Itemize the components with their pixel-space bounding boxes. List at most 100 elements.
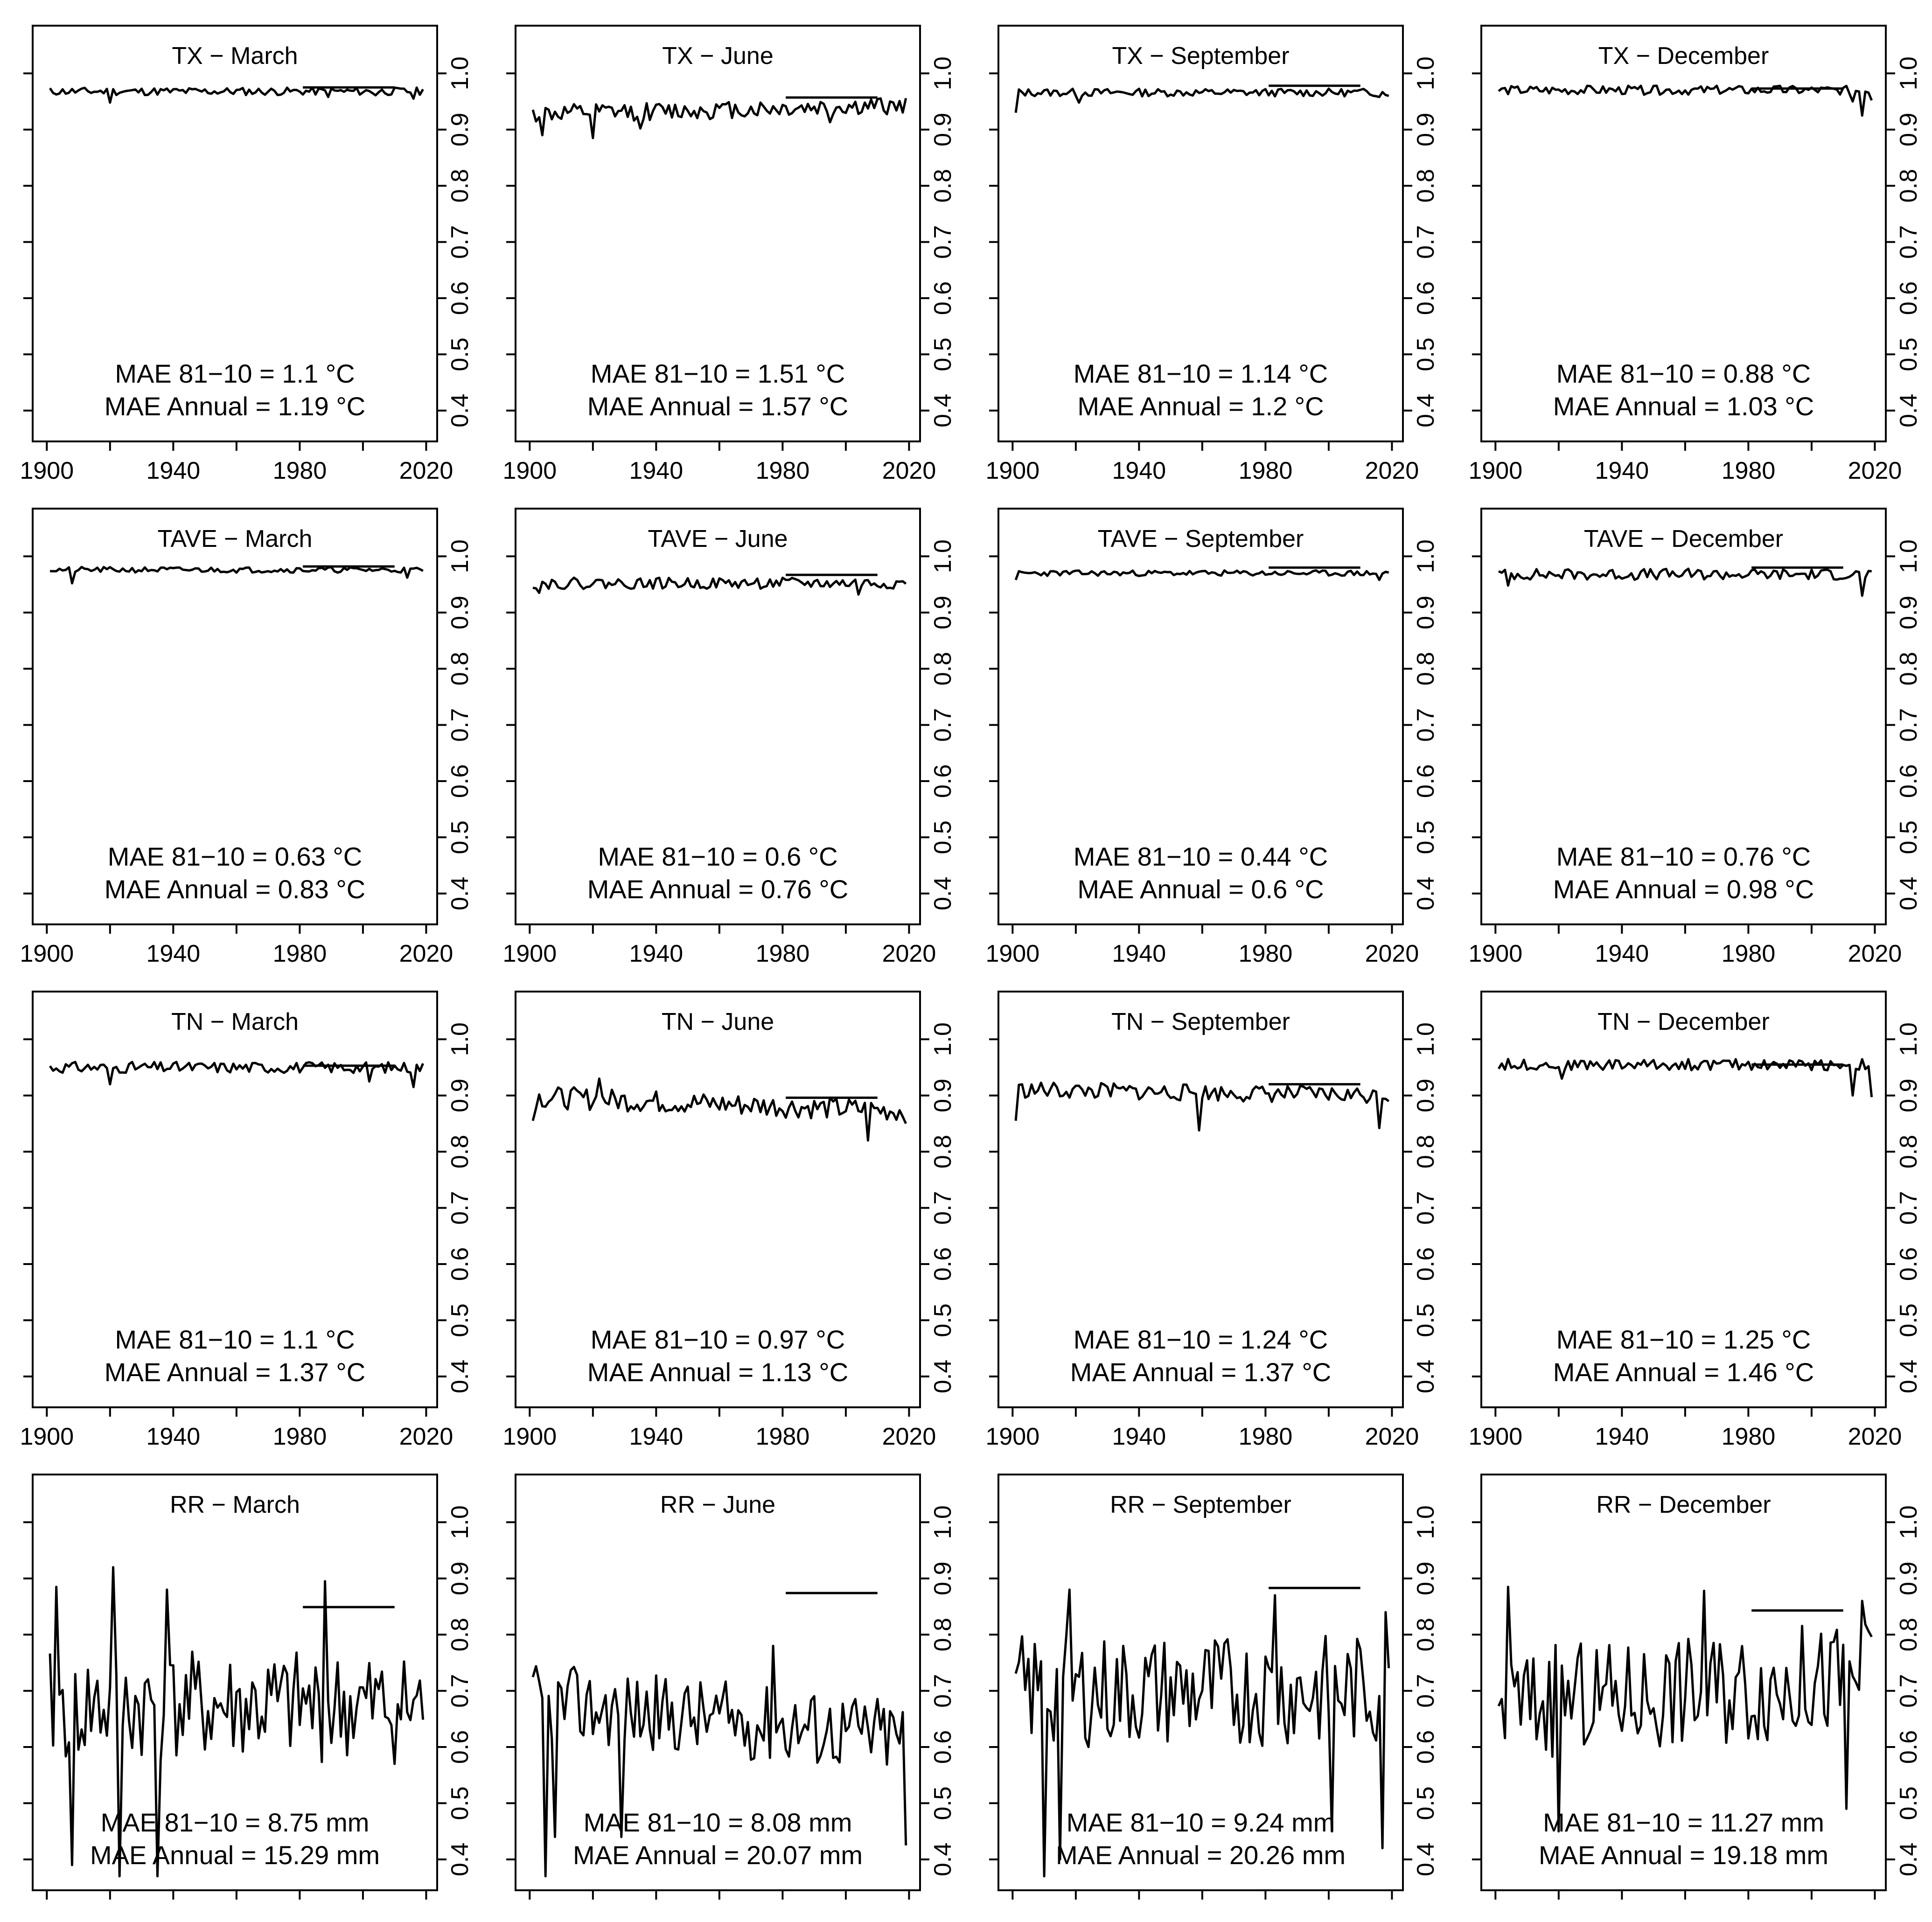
y-tick-label: 0.6 (1895, 1730, 1922, 1764)
y-tick-label: 1.0 (1412, 56, 1439, 90)
y-tick-label: 0.7 (1412, 708, 1439, 741)
y-tick-label: 0.5 (1895, 820, 1922, 854)
y-tick-label: 1.0 (446, 1022, 474, 1056)
panel-title: TX − September (1112, 42, 1289, 70)
plot-frame (1480, 991, 1887, 1408)
mae-annual-text: MAE Annual = 15.29 mm (90, 1840, 380, 1870)
mae-8110-text: MAE 81−10 = 0.76 °C (1556, 842, 1811, 871)
y-tick-label: 0.5 (929, 820, 956, 854)
y-tick-label: 1.0 (929, 56, 956, 90)
panel-tave-december: 1900 1940 1980 2020 0.4 0.5 0.6 0.7 0.8 0.9 1.0 TAV… (1468, 508, 1922, 967)
y-tick-label: 0.5 (446, 337, 474, 371)
y-tick-label: 0.8 (929, 1618, 956, 1651)
series-line (1014, 569, 1389, 581)
plot-frame (997, 1474, 1404, 1891)
panel-title: TN − March (171, 1008, 299, 1035)
x-tick-label: 1980 (756, 1423, 810, 1450)
mae-8110-text: MAE 81−10 = 0.63 °C (108, 842, 362, 871)
y-tick-label: 0.8 (446, 169, 474, 203)
x-tick-label: 1940 (629, 1423, 684, 1450)
x-tick-label: 1900 (502, 940, 557, 967)
y-tick-label: 0.4 (1412, 1843, 1439, 1876)
x-tick-label: 1980 (756, 457, 810, 484)
y-tick-label: 0.5 (1895, 1303, 1922, 1337)
y-tick-label: 0.8 (1412, 1135, 1439, 1168)
mae-annual-text: MAE Annual = 0.6 °C (1077, 874, 1324, 904)
x-tick-label: 1900 (985, 457, 1039, 484)
panel-tx-september: 1900 1940 1980 2020 0.4 0.5 0.6 0.7 0.8 0.9 1.0 TX … (985, 25, 1439, 484)
mae-8110-text: MAE 81−10 = 8.08 mm (584, 1808, 852, 1837)
panel-title: TAVE − December (1584, 525, 1783, 552)
x-tick-label: 1900 (20, 1423, 74, 1450)
y-tick-label: 0.6 (1412, 281, 1439, 315)
y-tick-label: 0.8 (1895, 652, 1922, 685)
y-tick-label: 1.0 (1895, 56, 1922, 90)
series-line (531, 97, 907, 140)
x-tick-label: 1980 (1239, 1423, 1293, 1450)
y-tick-label: 0.7 (446, 1191, 474, 1224)
y-tick-label: 0.4 (929, 394, 956, 427)
y-tick-label: 0.7 (1895, 1674, 1922, 1707)
y-tick-label: 0.8 (446, 1618, 474, 1651)
panel-tn-march: 1900 1940 1980 2020 0.4 0.5 0.6 0.7 0.8 0.9 1.0 TN … (20, 991, 474, 1450)
y-tick-label: 0.7 (929, 1674, 956, 1707)
series-line (49, 86, 424, 104)
y-tick-label: 0.9 (1412, 1079, 1439, 1112)
series-line (49, 1566, 425, 1878)
mae-8110-text: MAE 81−10 = 1.25 °C (1556, 1325, 1811, 1354)
y-tick-label: 0.7 (929, 225, 956, 259)
y-tick-label: 0.8 (1412, 169, 1439, 203)
x-tick-label: 1940 (1595, 457, 1649, 484)
y-tick-label: 1.0 (446, 539, 474, 573)
y-tick-label: 0.8 (1412, 1618, 1439, 1651)
plot-frame (1480, 508, 1887, 925)
y-tick-label: 0.5 (446, 1786, 474, 1820)
mae-8110-text: MAE 81−10 = 11.27 mm (1543, 1808, 1824, 1837)
panel-tn-december: 1900 1940 1980 2020 0.4 0.5 0.6 0.7 0.8 0.9 1.0 TN … (1468, 991, 1922, 1450)
panel-tx-june: 1900 1940 1980 2020 0.4 0.5 0.6 0.7 0.8 0.9 1.0 TX … (502, 25, 956, 484)
y-tick-label: 0.4 (1412, 877, 1439, 910)
x-tick-label: 2020 (882, 1423, 936, 1450)
y-tick-label: 0.8 (1895, 1135, 1922, 1168)
x-tick-label: 2020 (399, 1423, 453, 1450)
x-tick-label: 1980 (273, 940, 327, 967)
x-tick-label: 1980 (1722, 940, 1776, 967)
y-tick-label: 0.6 (446, 281, 474, 315)
x-tick-label: 2020 (1848, 1423, 1902, 1450)
y-tick-label: 0.8 (446, 652, 474, 685)
y-tick-label: 0.7 (446, 708, 474, 741)
panel-title: TAVE − September (1098, 525, 1304, 552)
x-tick-label: 1940 (1595, 1423, 1649, 1450)
y-tick-label: 0.9 (1895, 113, 1922, 147)
x-tick-label: 1900 (502, 1423, 557, 1450)
y-tick-label: 0.5 (1895, 337, 1922, 371)
mae-annual-text: MAE Annual = 1.37 °C (105, 1357, 365, 1387)
panel-title: TN − June (662, 1008, 774, 1035)
y-tick-label: 0.4 (1895, 1843, 1922, 1876)
series-line (1014, 1082, 1390, 1132)
series-line (1014, 87, 1389, 113)
panel-title: TN − December (1597, 1008, 1769, 1035)
mae-8110-text: MAE 81−10 = 9.24 mm (1067, 1808, 1335, 1837)
y-tick-label: 0.9 (929, 1562, 956, 1595)
x-tick-label: 1900 (1468, 940, 1522, 967)
y-tick-label: 0.7 (1895, 225, 1922, 259)
y-tick-label: 0.8 (1895, 1618, 1922, 1651)
y-tick-label: 0.7 (1895, 708, 1922, 741)
plot-frame (32, 1474, 438, 1891)
y-tick-label: 0.6 (446, 1730, 474, 1764)
y-tick-label: 1.0 (1895, 539, 1922, 573)
panel-rr-september: 0.4 0.5 0.6 0.7 0.8 0.9 1.0 RR − September MAE 8… (989, 1474, 1439, 1900)
mae-annual-text: MAE Annual = 1.37 °C (1070, 1357, 1331, 1387)
y-tick-label: 0.9 (446, 113, 474, 147)
x-tick-label: 1900 (502, 457, 557, 484)
y-tick-label: 0.5 (1895, 1786, 1922, 1820)
x-tick-label: 1940 (1112, 457, 1166, 484)
y-tick-label: 0.7 (929, 1191, 956, 1224)
panel-rr-june: 0.4 0.5 0.6 0.7 0.8 0.9 1.0 RR − June MAE 81−10 … (506, 1474, 956, 1900)
y-tick-label: 0.4 (446, 394, 474, 427)
x-tick-label: 1940 (146, 940, 201, 967)
y-tick-label: 0.7 (446, 1674, 474, 1707)
panel-title: RR − June (660, 1491, 775, 1518)
